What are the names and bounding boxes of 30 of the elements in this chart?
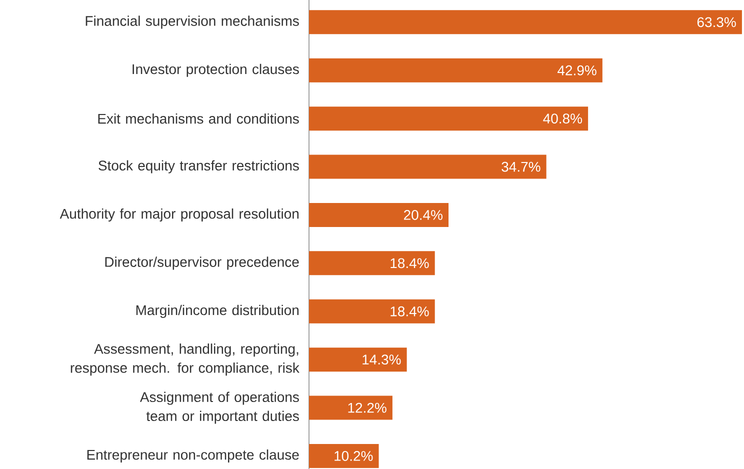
data-label: 10.2% <box>334 451 373 461</box>
data-label: 63.3% <box>697 17 736 28</box>
y-tick-label: Investor protection clauses <box>132 64 299 77</box>
data-label: 20.4% <box>404 210 442 220</box>
data-label: 34.7% <box>502 162 540 172</box>
y-tick-label: Assignment of operations team or important duties <box>140 392 299 424</box>
bar <box>309 154 546 179</box>
y-tick-label: Margin/income distribution <box>136 304 299 318</box>
bar <box>309 348 407 372</box>
data-label: 18.4% <box>390 306 429 316</box>
bar <box>309 251 435 276</box>
y-tick-label: Stock equity transfer restrictions <box>98 160 299 174</box>
y-tick-label: Assessment, handling, reporting, response mech. for compliance, risk <box>70 344 300 376</box>
y-tick-label: Authority for major proposal resolution <box>60 208 299 222</box>
bar <box>309 396 392 420</box>
bar <box>309 106 588 131</box>
bar <box>309 444 379 468</box>
bar <box>309 202 449 227</box>
y-tick-label: Entrepreneur non-compete clause <box>87 449 299 463</box>
data-label: 42.9% <box>558 65 596 76</box>
bar <box>309 299 435 324</box>
bar <box>309 58 602 82</box>
bar <box>309 10 742 34</box>
data-label: 12.2% <box>348 402 386 413</box>
data-label: 18.4% <box>390 258 429 268</box>
data-label: 14.3% <box>362 354 401 365</box>
y-tick-label: Exit mechanisms and conditions <box>98 113 299 124</box>
y-tick-label: Financial supervision mechanisms <box>86 16 299 29</box>
data-label: 40.8% <box>543 114 582 124</box>
y-tick-label: Director/supervisor precedence <box>105 256 299 270</box>
